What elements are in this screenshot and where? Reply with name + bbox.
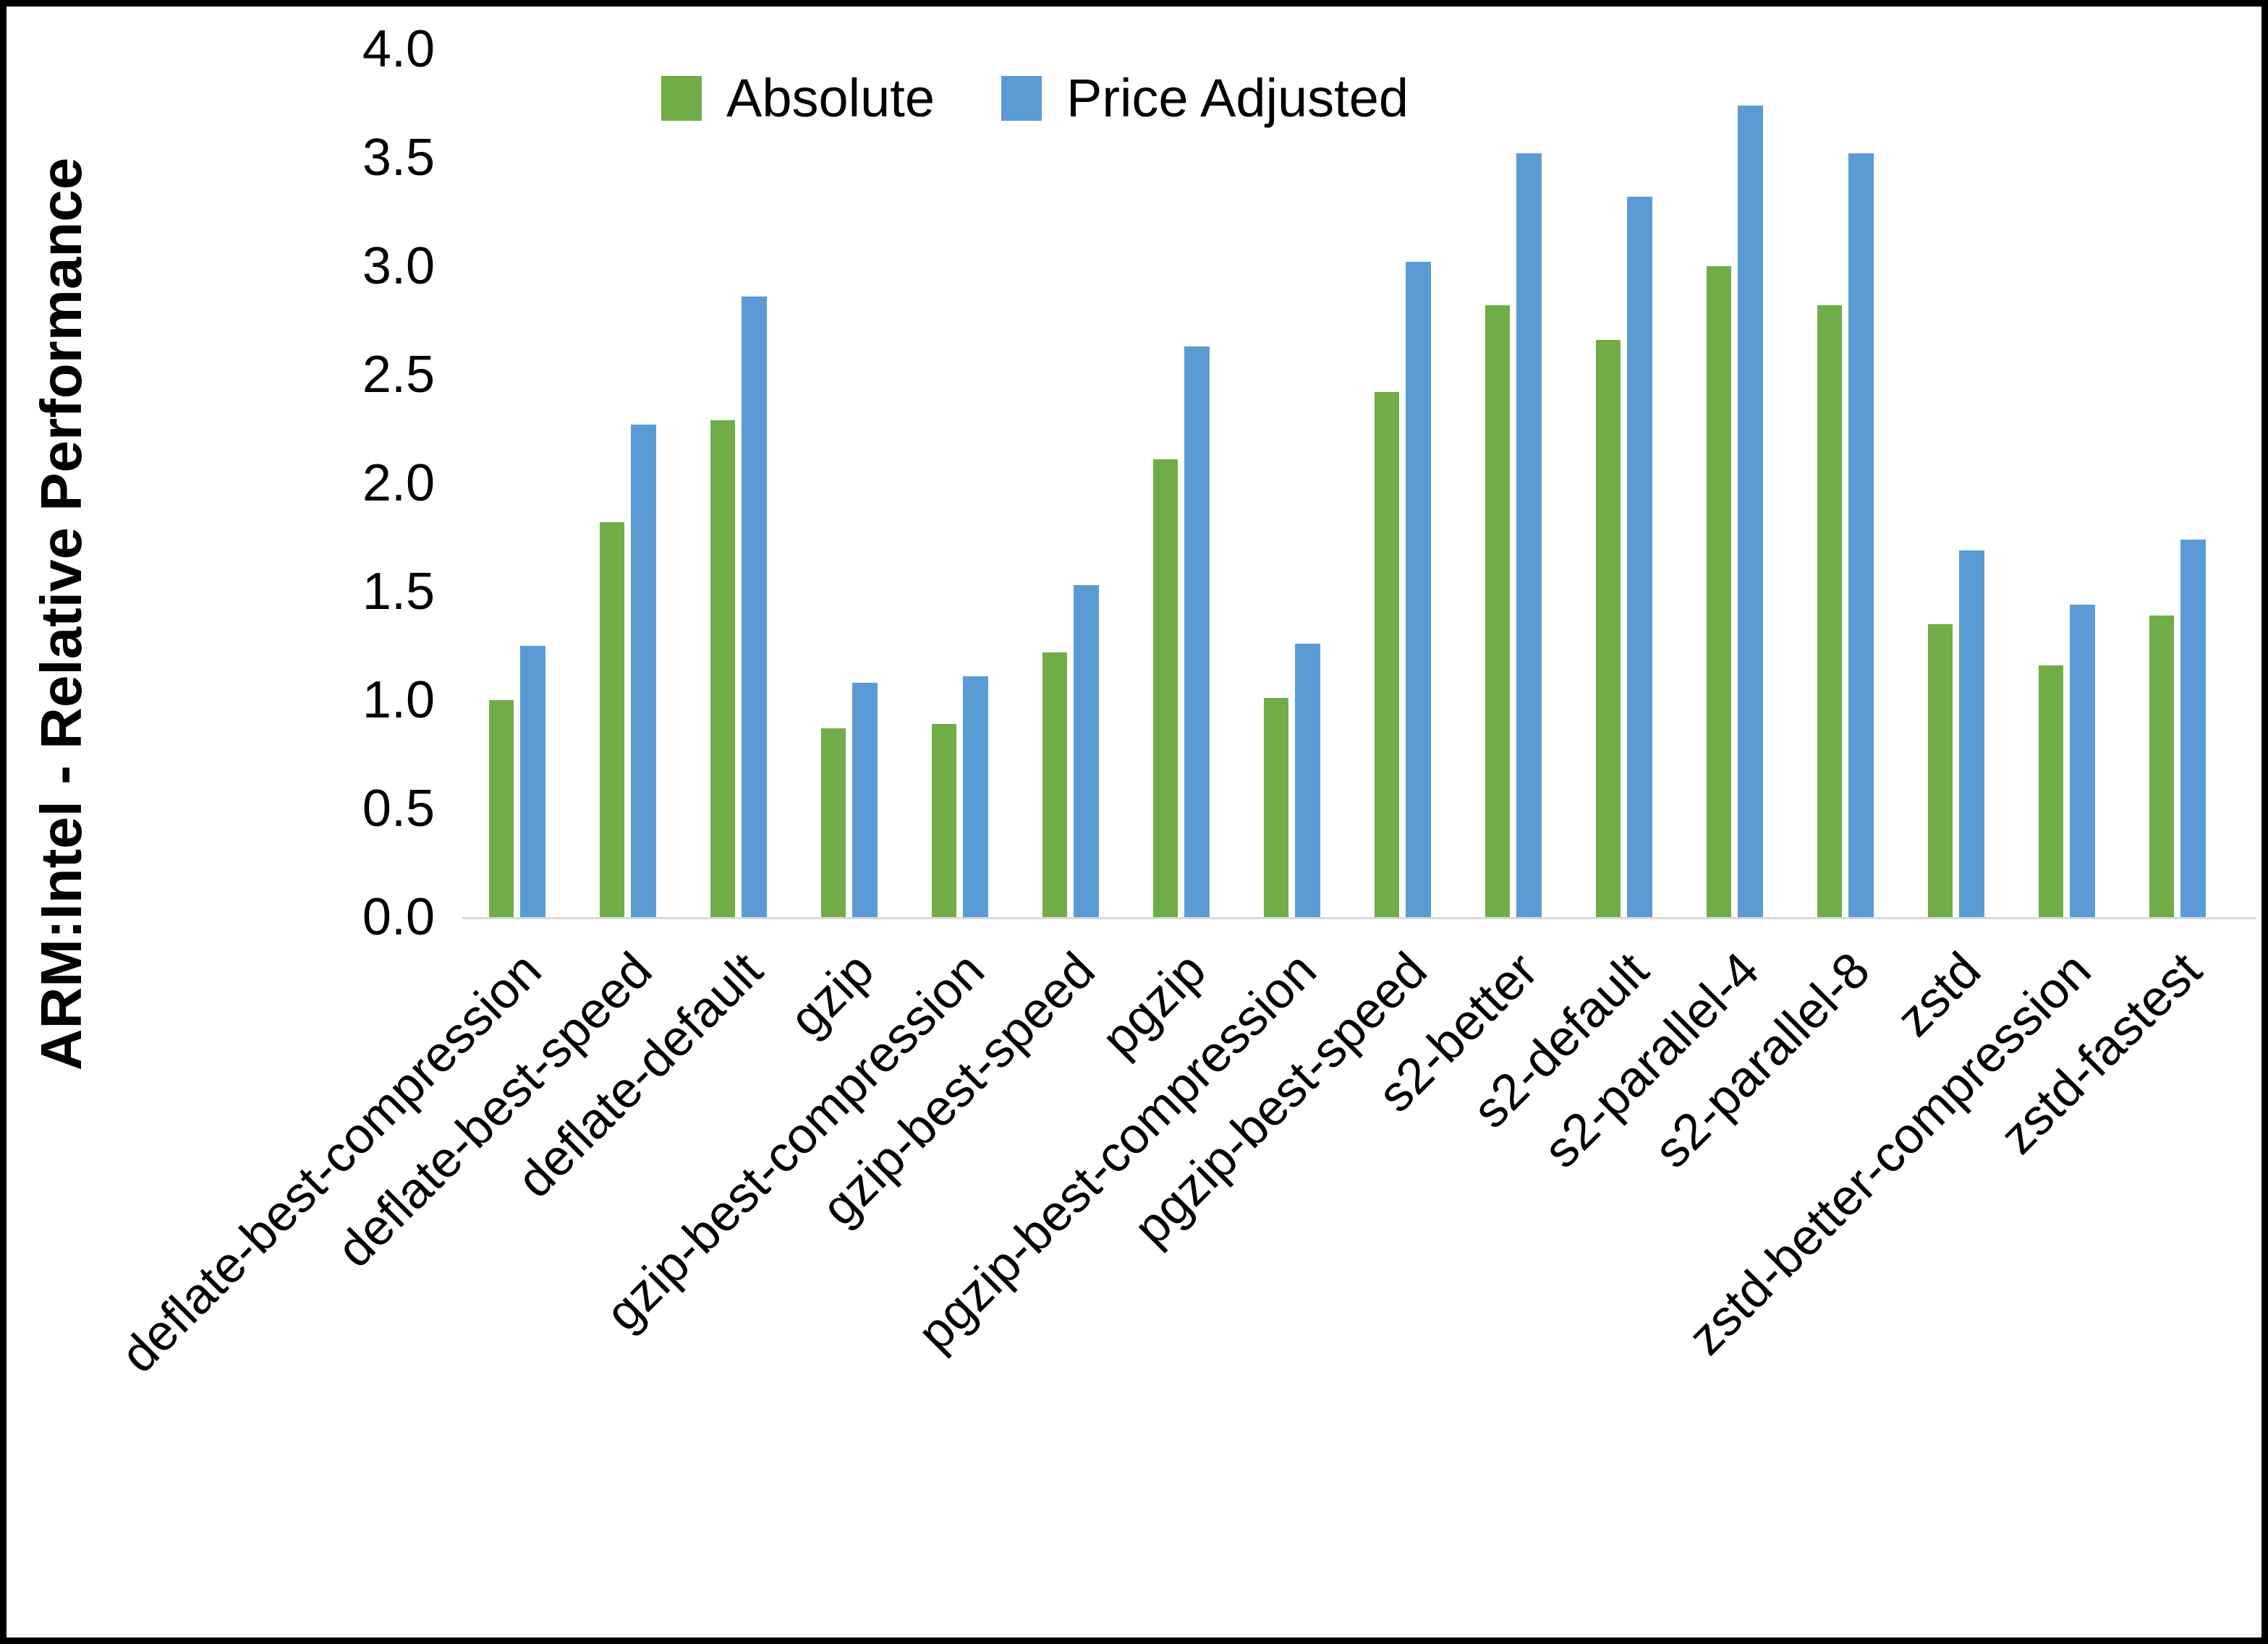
bar-price-adjusted — [1848, 153, 1874, 917]
bar-price-adjusted — [1184, 346, 1210, 917]
bar-price-adjusted — [2180, 540, 2206, 917]
bar-price-adjusted — [1406, 262, 1431, 917]
bar-price-adjusted — [1074, 585, 1099, 917]
bar-group — [1928, 550, 1984, 917]
bar-group — [1596, 197, 1652, 917]
bar-price-adjusted — [520, 646, 545, 917]
bar-price-adjusted — [1738, 106, 1763, 917]
bar-price-adjusted — [1627, 197, 1652, 917]
bar-absolute — [821, 728, 846, 917]
y-tick-label: 1.0 — [362, 671, 435, 729]
y-tick-label: 2.5 — [362, 346, 435, 404]
bar-price-adjusted — [963, 676, 988, 917]
bar-absolute — [600, 522, 624, 917]
bar-absolute — [1817, 305, 1842, 917]
y-tick-label: 0.0 — [362, 888, 435, 946]
bar-group — [2039, 605, 2095, 917]
bar-price-adjusted — [631, 425, 656, 917]
bar-absolute — [932, 724, 956, 917]
bar-group — [1042, 585, 1099, 917]
legend-label: Absolute — [726, 68, 935, 128]
bar-group — [1707, 106, 1763, 917]
bar-price-adjusted — [1516, 153, 1542, 917]
legend-swatch-icon — [661, 75, 702, 121]
bar-group — [1375, 262, 1431, 917]
legend-swatch-icon — [1001, 75, 1042, 121]
bar-group — [1817, 153, 1874, 917]
bar-absolute — [1928, 624, 1953, 917]
bar-group — [1264, 644, 1320, 917]
bar-group — [2149, 540, 2206, 917]
bar-group — [600, 425, 656, 917]
bar-absolute — [489, 700, 514, 917]
bar-absolute — [2149, 616, 2174, 917]
bar-price-adjusted — [852, 683, 878, 917]
legend-label: Price Adjusted — [1066, 68, 1409, 128]
y-axis-title: ARM:Intel - Relative Performance — [29, 157, 93, 1071]
bar-absolute — [1375, 392, 1399, 917]
legend-item-price-adjusted: Price Adjusted — [1001, 67, 1409, 129]
bar-price-adjusted — [1295, 644, 1320, 917]
x-axis-line — [462, 917, 2256, 919]
legend: Absolute Price Adjusted — [661, 67, 1409, 129]
y-tick-label: 1.5 — [362, 563, 435, 621]
bar-absolute — [710, 420, 735, 917]
bar-absolute — [2039, 665, 2063, 917]
bar-price-adjusted — [1959, 550, 1984, 917]
bar-absolute — [1596, 340, 1621, 917]
bar-absolute — [1485, 305, 1510, 917]
bar-group — [1485, 153, 1542, 917]
bar-group — [821, 683, 878, 917]
bar-absolute — [1042, 652, 1067, 917]
y-tick-label: 3.5 — [362, 129, 435, 187]
x-category-label: deflate-best-compression — [109, 941, 552, 1384]
bar-group — [932, 676, 988, 917]
bar-absolute — [1707, 266, 1731, 917]
bar-price-adjusted — [742, 297, 767, 917]
bar-group — [1153, 346, 1210, 917]
bar-absolute — [1264, 698, 1288, 917]
bar-group — [710, 297, 767, 917]
y-tick-label: 3.0 — [362, 237, 435, 295]
plot-area — [470, 49, 2256, 917]
legend-item-absolute: Absolute — [661, 67, 935, 129]
bar-group — [489, 646, 545, 917]
y-tick-label: 4.0 — [362, 20, 435, 78]
bar-price-adjusted — [2070, 605, 2095, 917]
y-tick-label: 2.0 — [362, 454, 435, 512]
y-tick-label: 0.5 — [362, 780, 435, 838]
bar-absolute — [1153, 459, 1178, 917]
